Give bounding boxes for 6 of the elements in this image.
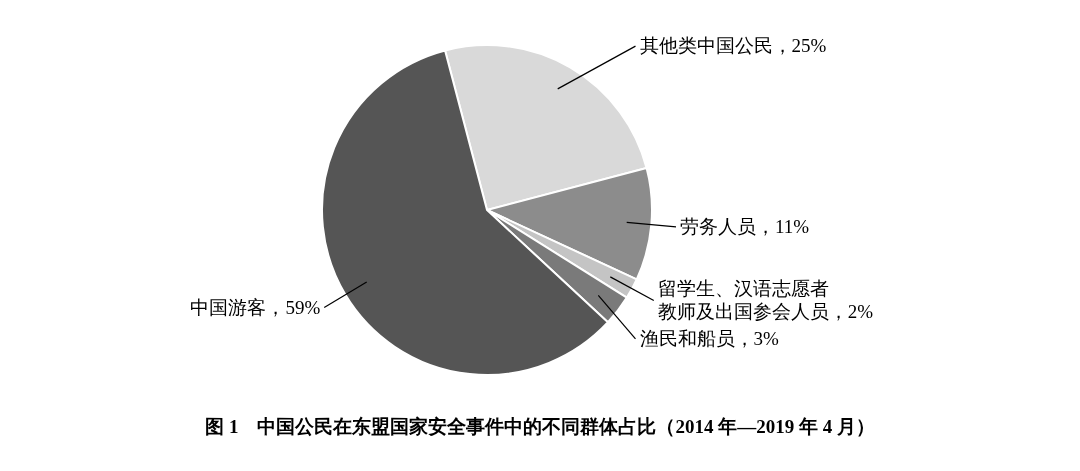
slice-label: 渔民和船员，3%: [639, 327, 779, 349]
slice-label: 劳务人员，11%: [680, 215, 810, 237]
slice-label: 其他类中国公民，25%: [639, 35, 827, 57]
slice-label: 留学生、汉语志愿者教师及出国参会人员，2%: [657, 277, 874, 322]
slice-label: 中国游客，59%: [190, 296, 321, 318]
text: 图 1 中国公民在东盟国家安全事件中的不同群体占比（2014 年—2019 年 4 月）: [205, 416, 875, 437]
